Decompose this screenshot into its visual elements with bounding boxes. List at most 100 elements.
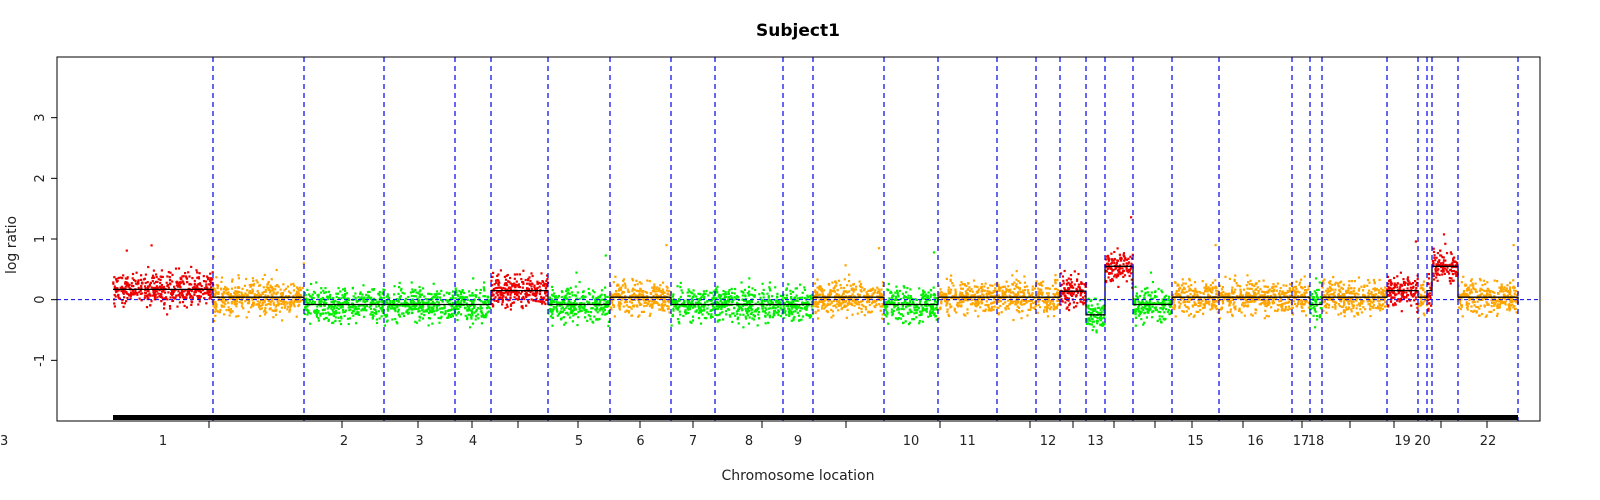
data-point xyxy=(666,289,669,292)
data-point xyxy=(837,300,840,303)
data-point xyxy=(1094,307,1097,310)
data-point xyxy=(428,310,432,313)
data-point xyxy=(123,296,126,299)
data-point xyxy=(1091,329,1094,332)
data-point xyxy=(167,271,170,274)
data-point xyxy=(1123,274,1127,277)
data-point xyxy=(319,298,323,301)
data-point xyxy=(731,320,734,323)
data-point xyxy=(949,278,952,281)
data-point xyxy=(627,311,630,314)
data-point xyxy=(889,290,892,293)
data-point xyxy=(681,304,684,307)
data-point xyxy=(358,313,361,316)
data-point xyxy=(1094,297,1097,300)
data-point xyxy=(1140,290,1143,293)
data-point xyxy=(908,297,911,300)
data-point xyxy=(1079,294,1082,297)
data-point xyxy=(424,297,427,301)
data-point xyxy=(1142,308,1145,312)
data-point xyxy=(1065,283,1068,286)
data-point xyxy=(937,317,940,320)
data-point xyxy=(949,306,952,309)
data-point xyxy=(1067,291,1070,294)
data-point xyxy=(736,304,739,307)
data-point xyxy=(587,314,590,317)
data-point xyxy=(697,311,701,315)
data-point xyxy=(921,306,924,309)
data-point xyxy=(643,301,646,304)
data-point xyxy=(493,283,496,286)
data-point xyxy=(961,283,964,286)
data-point xyxy=(877,288,880,291)
data-point xyxy=(896,291,899,294)
data-point xyxy=(526,287,529,290)
data-point xyxy=(148,284,152,287)
data-point xyxy=(409,300,412,303)
data-point xyxy=(608,311,611,314)
data-point xyxy=(648,280,651,283)
data-point xyxy=(484,295,487,298)
data-point xyxy=(475,288,478,292)
data-point xyxy=(679,313,682,316)
data-point xyxy=(491,275,494,278)
data-point xyxy=(184,275,188,278)
data-point xyxy=(870,296,873,300)
data-point xyxy=(603,302,606,305)
data-point xyxy=(375,312,378,315)
data-point xyxy=(1039,288,1043,291)
data-point xyxy=(1045,292,1049,295)
data-point xyxy=(450,308,454,311)
data-point xyxy=(177,267,181,270)
data-point xyxy=(227,306,230,309)
data-point xyxy=(519,292,522,295)
data-point xyxy=(451,294,455,297)
data-point xyxy=(563,295,566,298)
data-point xyxy=(298,303,301,306)
data-point xyxy=(1188,287,1191,290)
data-point xyxy=(552,306,555,309)
data-point xyxy=(496,274,499,277)
data-point xyxy=(756,324,759,327)
data-point xyxy=(602,306,605,309)
data-point xyxy=(1068,291,1071,294)
data-point xyxy=(1067,297,1070,300)
data-point xyxy=(918,310,922,313)
data-point xyxy=(586,300,589,303)
data-point xyxy=(609,306,613,309)
data-point xyxy=(554,297,557,300)
data-point xyxy=(160,293,163,296)
data-point xyxy=(1018,311,1021,314)
data-point xyxy=(909,288,912,291)
data-point xyxy=(697,298,700,301)
data-point xyxy=(290,299,293,302)
data-point xyxy=(970,294,973,297)
data-point xyxy=(1137,310,1141,313)
data-point xyxy=(495,281,498,284)
data-point xyxy=(1046,315,1050,318)
data-point xyxy=(433,313,436,316)
data-point xyxy=(571,320,574,323)
data-point xyxy=(1144,287,1147,290)
data-point xyxy=(538,281,541,284)
data-point xyxy=(299,295,302,298)
data-point xyxy=(879,298,882,301)
data-point xyxy=(710,291,713,295)
data-point xyxy=(228,294,231,297)
data-point xyxy=(787,300,790,303)
data-point xyxy=(706,311,709,314)
data-point xyxy=(274,285,277,288)
data-point xyxy=(731,312,734,315)
data-point xyxy=(762,310,765,313)
data-point xyxy=(171,291,174,294)
data-point xyxy=(1021,303,1024,306)
data-point xyxy=(1066,289,1069,292)
data-point xyxy=(1015,309,1018,312)
data-point xyxy=(558,311,562,314)
data-point xyxy=(176,285,180,288)
data-point xyxy=(891,314,894,317)
data-point xyxy=(1127,257,1130,260)
data-point xyxy=(923,309,926,312)
data-point xyxy=(439,307,442,310)
data-point xyxy=(598,299,602,302)
